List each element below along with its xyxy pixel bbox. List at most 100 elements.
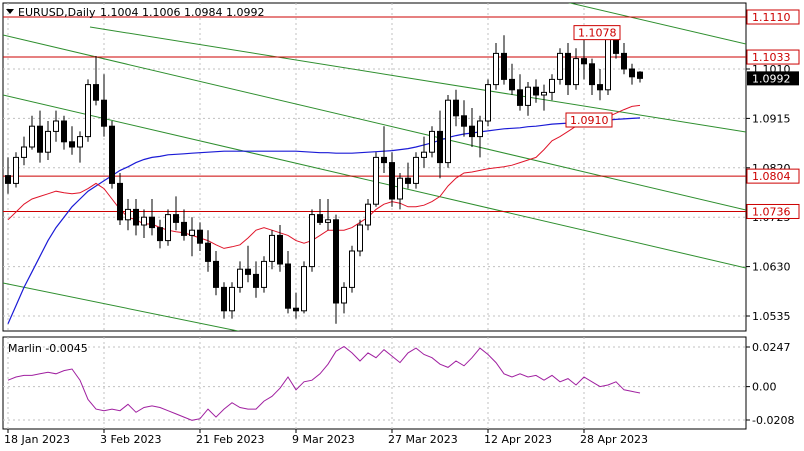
candle xyxy=(325,199,331,231)
candle-body-bull xyxy=(53,120,59,132)
candle-body-bull xyxy=(261,260,267,288)
candle xyxy=(221,282,227,319)
price-tick-label: 1.0630 xyxy=(752,261,791,274)
candle-body-bull xyxy=(325,219,331,223)
candle xyxy=(117,173,123,225)
level-price-box[interactable] xyxy=(746,168,800,184)
level-price-label: 1.0804 xyxy=(752,170,791,183)
osc-tick-label: 0.0247 xyxy=(752,341,791,354)
candle xyxy=(413,152,419,189)
oscillator-panel[interactable]: Marlin -0.0045 xyxy=(2,336,747,430)
candle xyxy=(373,152,379,207)
candle xyxy=(621,43,627,75)
candle xyxy=(437,110,443,179)
candle-body-bear xyxy=(317,214,323,223)
candle-body-bull xyxy=(493,52,499,86)
level-price-box[interactable] xyxy=(746,49,800,65)
candle-body-bear xyxy=(149,216,155,229)
candle-body-bear xyxy=(205,242,211,262)
candle xyxy=(285,251,291,314)
marlin-line xyxy=(7,345,641,421)
candle xyxy=(141,209,147,238)
candle-body-bear xyxy=(565,52,571,86)
candle xyxy=(213,251,219,296)
candle-body-bear xyxy=(37,125,43,153)
candle xyxy=(549,74,555,101)
candle xyxy=(93,56,99,106)
candlestick-series xyxy=(5,27,643,324)
oscillator-label: Marlin -0.0045 xyxy=(8,342,88,355)
candle xyxy=(365,199,371,231)
candle-body-bull xyxy=(477,120,483,138)
candle xyxy=(13,152,19,188)
channel-trendline[interactable] xyxy=(3,282,380,360)
time-tick-label: 12 Apr 2023 xyxy=(484,433,552,446)
candle-body-bull xyxy=(189,229,195,236)
candle-body-bull xyxy=(309,214,315,268)
candle xyxy=(541,84,547,111)
candle-body-bear xyxy=(293,307,299,312)
candle-body-bull xyxy=(269,234,275,262)
candle xyxy=(477,115,483,158)
price-tick-label: 1.0915 xyxy=(752,112,791,125)
candle xyxy=(557,48,563,85)
marlin-oscillator-line xyxy=(7,345,641,421)
candle-body-bear xyxy=(389,162,395,200)
candle-body-bear xyxy=(277,234,283,265)
candle xyxy=(21,136,27,166)
candle xyxy=(581,37,587,80)
candle-body-bull xyxy=(373,156,379,205)
candle xyxy=(45,121,51,160)
triangle-down-icon[interactable] xyxy=(6,9,14,14)
candle-body-bear xyxy=(405,177,411,184)
candle-body-bull xyxy=(365,203,371,226)
price-axis[interactable]: 1.10101.09151.08201.07251.06301.05351.11… xyxy=(746,9,800,323)
candle-body-bull xyxy=(237,268,243,288)
main-price-panel[interactable]: 1.1078 1.0910 EURUSD,Daily 1.1004 1.1006 … xyxy=(2,0,747,360)
candle-body-bull xyxy=(605,37,611,91)
annotation-box xyxy=(565,112,613,128)
candle xyxy=(453,89,459,127)
candle-body-bear xyxy=(61,120,67,143)
candle-body-bull xyxy=(549,78,555,93)
price-annotations: 1.1078 1.0910 xyxy=(565,25,621,128)
channel-trendline[interactable] xyxy=(89,26,746,133)
oscillator-axis[interactable]: 0.0247 0.00 -0.0208 xyxy=(746,341,794,427)
candle-body-bull xyxy=(21,146,27,158)
current-price-box xyxy=(747,71,799,86)
channel-trendline[interactable] xyxy=(3,34,746,211)
candle-body-bull xyxy=(29,125,35,148)
candle-body-bear xyxy=(173,214,179,223)
time-tick-label: 28 Apr 2023 xyxy=(580,433,648,446)
candle xyxy=(61,115,67,150)
candle xyxy=(573,48,579,90)
candle-body-bear xyxy=(581,58,587,65)
candle-body-bear xyxy=(285,263,291,309)
time-axis[interactable]: 18 Jan 2023 3 Feb 2023 21 Feb 2023 9 Mar 20… xyxy=(4,429,648,446)
candle xyxy=(229,282,235,319)
candle-body-bear xyxy=(101,99,107,127)
level-price-box[interactable] xyxy=(746,203,800,219)
candle-body-bear xyxy=(245,268,251,275)
candle xyxy=(485,79,491,127)
candle xyxy=(301,261,307,314)
candle xyxy=(29,115,35,150)
candle-body-bear xyxy=(221,286,227,312)
candle xyxy=(109,121,115,189)
candle xyxy=(461,100,467,137)
channel-trendline[interactable] xyxy=(300,0,746,45)
candle-body-bull xyxy=(85,84,91,138)
candle-body-bear xyxy=(93,84,99,101)
candle xyxy=(629,63,635,85)
candle xyxy=(69,126,75,155)
candle-body-bull xyxy=(445,99,451,164)
candle xyxy=(77,131,83,163)
candle xyxy=(565,43,571,95)
candle xyxy=(237,261,243,293)
candle-body-bear xyxy=(453,99,459,117)
candle xyxy=(149,199,155,236)
level-price-box[interactable] xyxy=(746,9,800,25)
annotation-label: 1.0910 xyxy=(570,114,609,127)
candle xyxy=(589,58,595,95)
